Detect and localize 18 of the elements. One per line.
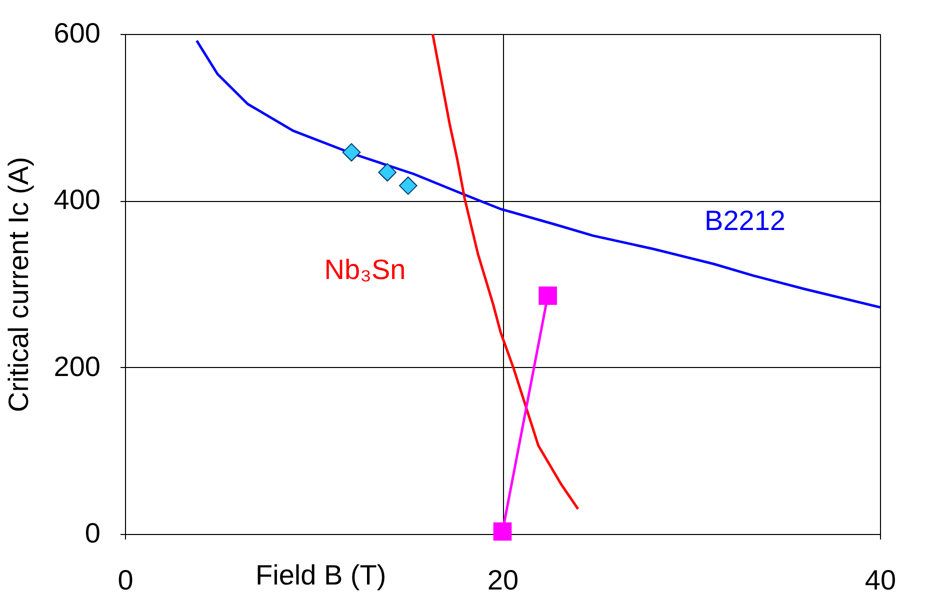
x-tick-label: 40 <box>864 564 896 596</box>
point <box>342 143 361 162</box>
y-axis-title: Critical current Ic (A) <box>2 156 34 412</box>
series-label: B2212 <box>704 205 786 236</box>
line-series <box>431 34 580 510</box>
x-axis-title: Field B (T) <box>256 560 386 590</box>
y-tick-label: 400 <box>54 184 100 216</box>
x-tick-label: 0 <box>118 564 134 596</box>
y-tick-label: 600 <box>54 18 100 48</box>
y-tick-label: 200 <box>54 350 100 382</box>
line-series <box>195 39 880 309</box>
point <box>398 176 418 195</box>
y-tick-label: 0 <box>84 518 100 548</box>
x-tick-label: 20 <box>487 564 519 596</box>
text: Nb₃Sn <box>324 254 406 285</box>
point <box>378 163 397 182</box>
point <box>538 286 557 305</box>
point <box>493 522 512 541</box>
